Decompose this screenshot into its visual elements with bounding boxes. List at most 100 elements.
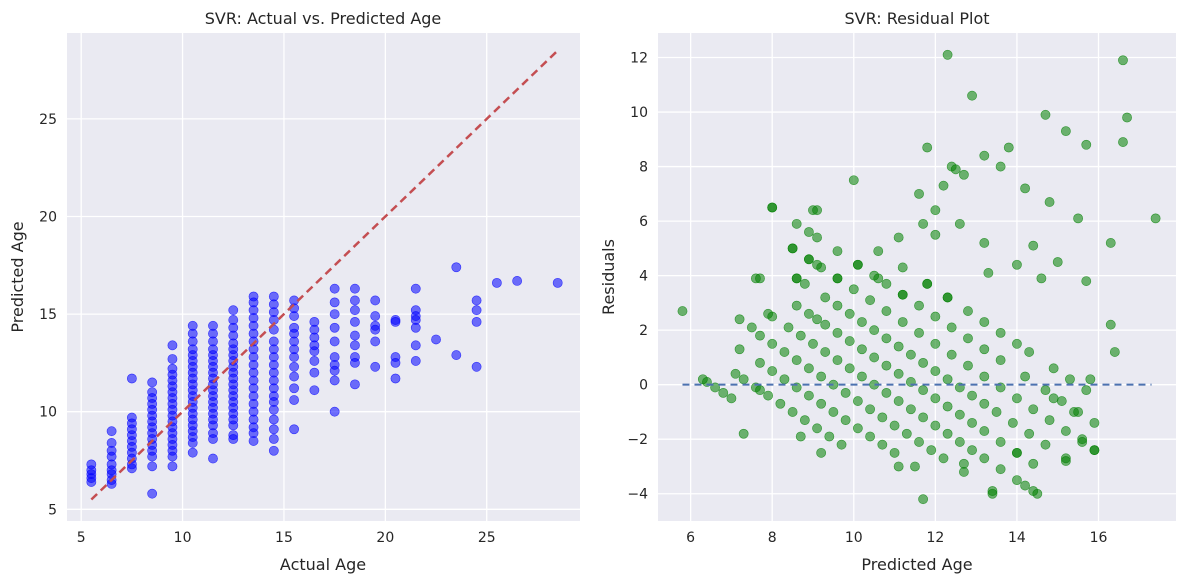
data-point xyxy=(350,295,360,306)
data-point xyxy=(930,338,941,349)
data-point xyxy=(350,283,360,294)
data-point xyxy=(410,356,421,366)
data-point xyxy=(1081,385,1092,396)
data-point xyxy=(967,445,977,456)
data-point xyxy=(877,412,888,423)
data-point xyxy=(897,262,908,273)
data-point xyxy=(979,344,990,355)
data-point xyxy=(309,367,320,378)
data-point xyxy=(1052,257,1063,267)
data-point xyxy=(1028,240,1039,251)
data-point xyxy=(816,371,827,382)
data-point xyxy=(147,377,158,388)
data-point xyxy=(820,319,831,330)
data-point xyxy=(390,316,401,327)
data-point xyxy=(767,366,778,376)
data-point xyxy=(1044,197,1055,207)
data-point xyxy=(930,311,941,322)
data-point xyxy=(979,238,990,248)
data-point xyxy=(848,284,859,295)
data-point xyxy=(370,311,381,321)
data-point xyxy=(873,246,884,257)
data-point xyxy=(1060,456,1071,466)
data-point xyxy=(1007,417,1018,428)
data-point xyxy=(930,229,941,240)
data-point xyxy=(491,277,502,288)
data-point xyxy=(738,428,749,439)
data-point xyxy=(1109,347,1120,357)
y-tick-label: −2 xyxy=(627,432,648,448)
data-point xyxy=(840,415,851,426)
data-point xyxy=(1089,417,1100,428)
points-right xyxy=(677,49,1161,505)
data-point xyxy=(309,356,320,366)
data-point xyxy=(1048,363,1059,374)
data-point xyxy=(268,434,279,444)
data-point xyxy=(1028,458,1039,469)
data-point xyxy=(248,436,259,446)
data-point xyxy=(832,300,843,311)
data-point xyxy=(738,374,749,385)
data-point xyxy=(1003,142,1014,153)
data-point xyxy=(795,330,806,341)
tick-labels-left: 5 10 15 20 25 5 10 15 20 25 xyxy=(39,112,495,546)
data-point xyxy=(410,340,421,351)
data-point xyxy=(1020,480,1030,491)
data-point xyxy=(370,361,381,372)
y-tick-label: 25 xyxy=(39,112,57,128)
data-point xyxy=(889,447,900,458)
data-point xyxy=(1020,183,1030,194)
data-point xyxy=(779,374,790,385)
data-point xyxy=(734,344,745,355)
data-point xyxy=(755,385,765,396)
data-point xyxy=(775,398,786,409)
data-point xyxy=(967,417,977,428)
data-point xyxy=(471,316,482,327)
data-point xyxy=(471,361,482,372)
data-point xyxy=(942,401,953,412)
data-point xyxy=(1012,447,1022,458)
data-point xyxy=(730,368,741,379)
data-point xyxy=(979,453,990,464)
data-point xyxy=(1150,213,1161,224)
data-point xyxy=(268,414,279,425)
data-point xyxy=(889,420,900,431)
data-point xyxy=(848,175,859,186)
data-point xyxy=(1024,347,1035,357)
data-point xyxy=(799,278,810,289)
data-point xyxy=(767,338,778,349)
data-point xyxy=(946,322,957,333)
data-point xyxy=(746,322,757,333)
data-point xyxy=(816,398,827,409)
data-point xyxy=(967,90,977,101)
data-point xyxy=(922,278,933,289)
data-point xyxy=(763,390,774,401)
data-point xyxy=(167,354,178,364)
data-point xyxy=(787,243,798,254)
data-point xyxy=(808,338,818,349)
data-point xyxy=(791,218,802,229)
data-point xyxy=(350,330,360,341)
points-left xyxy=(86,262,563,499)
data-point xyxy=(390,373,401,384)
data-point xyxy=(995,327,1006,338)
data-point xyxy=(865,295,875,306)
data-point xyxy=(840,387,851,398)
data-point xyxy=(804,390,814,401)
data-point xyxy=(852,423,863,434)
x-tick-label: 25 xyxy=(478,530,496,546)
data-point xyxy=(922,142,933,153)
data-point xyxy=(987,488,998,499)
data-point xyxy=(755,273,765,284)
data-point xyxy=(1073,213,1084,224)
data-point xyxy=(1105,319,1116,330)
data-point xyxy=(1012,475,1022,486)
data-point xyxy=(804,308,814,319)
data-point xyxy=(147,461,158,472)
reference-line-left xyxy=(90,49,559,501)
data-point xyxy=(954,437,965,447)
data-point xyxy=(451,350,462,360)
data-point xyxy=(844,308,855,319)
data-point xyxy=(865,404,875,415)
y-tick-label: 2 xyxy=(639,323,648,339)
